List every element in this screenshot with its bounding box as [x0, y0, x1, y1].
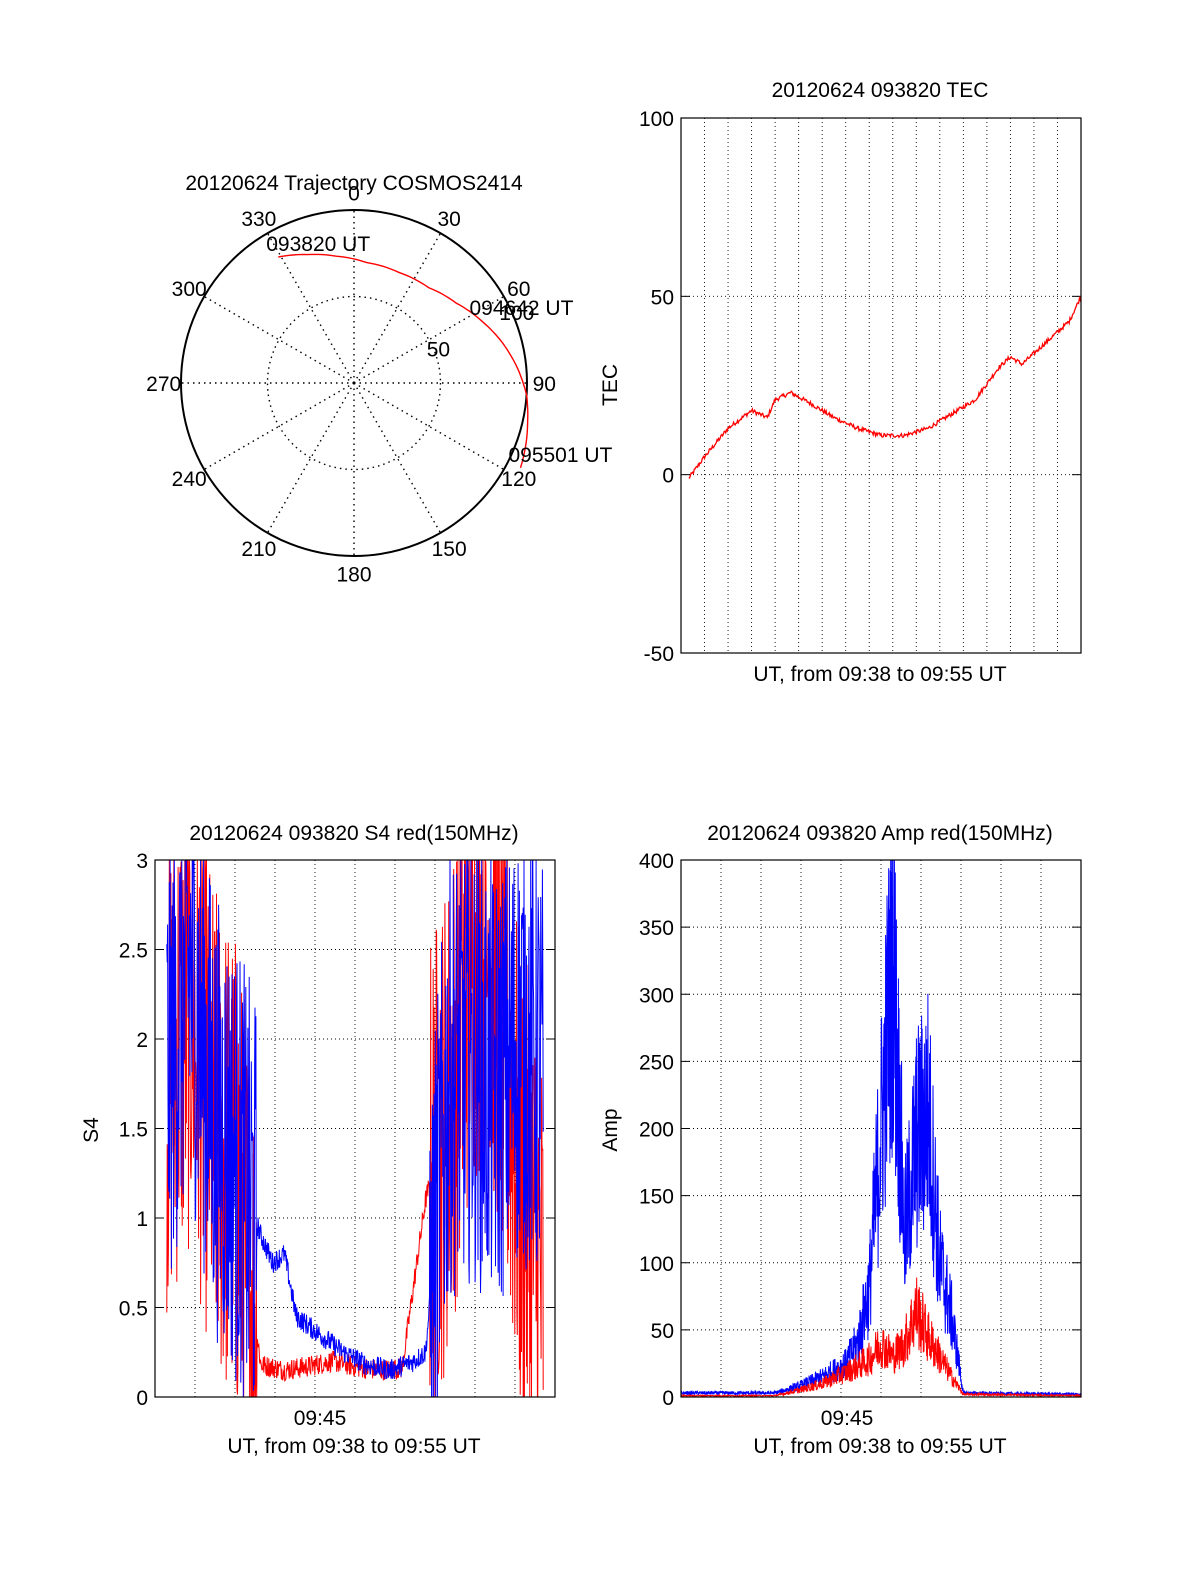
amp-y-tick-labels: 0 50 100 150 200 250 300 350 400 [639, 850, 674, 1410]
amp-x-axis-label: UT, from 09:38 to 09:55 UT [753, 1435, 1006, 1458]
s4-y-tick-label: 0 [136, 1387, 148, 1410]
amp-y-tick-label: 300 [639, 984, 674, 1007]
polar-spoke [353, 382, 505, 471]
trajectory-polar-chart: 20120624 Trajectory COSMOS2414 0 30 60 90 12… [146, 172, 612, 586]
s4-y-tick-label: 3 [136, 850, 148, 873]
trajectory-time-label: 094642 UT [470, 297, 574, 320]
amp-y-tick-label: 350 [639, 917, 674, 940]
tec-title: 20120624 093820 TEC [772, 79, 989, 102]
tec-x-axis-label: UT, from 09:38 to 09:55 UT [753, 663, 1006, 686]
polar-azimuth-label: 270 [146, 373, 181, 396]
s4-chart: 20120624 093820 S4 red(150MHz) 0 0.5 1 1.5 2… [80, 822, 556, 1458]
tec-y-axis-label: TEC [599, 364, 622, 406]
tec-plot-frame [680, 117, 1082, 654]
tec-chart: 20120624 093820 TEC -50 0 50 100 UT, from 0… [599, 79, 1082, 686]
amp-y-tick-label: 100 [639, 1253, 674, 1276]
s4-y-tick-label: 1.5 [119, 1119, 148, 1142]
tec-y-tick-label: 50 [651, 286, 674, 309]
s4-plot-frame [154, 859, 556, 1398]
polar-azimuth-label: 300 [172, 278, 207, 301]
tec-y-tick-labels: -50 0 50 100 [639, 108, 674, 666]
s4-y-tick-label: 2.5 [119, 940, 148, 963]
polar-azimuth-labels: 0 30 60 90 120 150 180 210 240 270 300 330 [146, 183, 556, 587]
polar-spoke [266, 232, 355, 384]
tec-grid [681, 117, 1081, 654]
amp-y-tick-label: 400 [639, 850, 674, 873]
polar-azimuth-label: 60 [507, 278, 530, 301]
trajectory-line [278, 253, 529, 468]
tec-y-tick-label: -50 [644, 643, 674, 666]
polar-spoke [353, 382, 442, 534]
amp-y-tick-label: 250 [639, 1051, 674, 1074]
amp-chart: 20120624 093820 Amp red(150MHz) 0 50 100 15… [599, 822, 1082, 1458]
s4-y-tick-label: 1 [136, 1208, 148, 1231]
polar-spoke [266, 382, 355, 534]
polar-azimuth-label: 210 [241, 538, 276, 561]
s4-title: 20120624 093820 S4 red(150MHz) [189, 822, 518, 845]
s4-y-tick-label: 2 [136, 1029, 148, 1052]
amp-x-tick-label: 09:45 [821, 1407, 874, 1430]
trajectory-time-label: 093820 UT [266, 233, 370, 256]
polar-azimuth-label: 90 [533, 373, 556, 396]
amp-y-tick-label: 150 [639, 1186, 674, 1209]
polar-spoke [203, 382, 355, 471]
polar-grid [181, 210, 527, 556]
polar-azimuth-label: 120 [501, 468, 536, 491]
amp-red-series-line [680, 1277, 1082, 1398]
s4-y-axis-label: S4 [80, 1117, 103, 1143]
s4-y-tick-labels: 0 0.5 1 1.5 2 2.5 3 [119, 850, 148, 1410]
amp-y-tick-label: 200 [639, 1119, 674, 1142]
s4-y-tick-label: 0.5 [119, 1298, 148, 1321]
amp-title: 20120624 093820 Amp red(150MHz) [707, 822, 1053, 845]
polar-spoke [203, 295, 355, 384]
tec-series-line [688, 295, 1082, 479]
tec-y-tick-label: 0 [662, 465, 674, 488]
amp-y-tick-label: 50 [651, 1320, 674, 1343]
polar-radial-label: 50 [427, 338, 450, 361]
polar-outer-ring [180, 209, 528, 557]
polar-azimuth-label: 0 [348, 183, 360, 206]
s4-x-tick-label: 09:45 [294, 1407, 347, 1430]
tec-y-tick-label: 100 [639, 108, 674, 131]
polar-azimuth-label: 180 [336, 563, 371, 586]
amp-plot-frame [680, 859, 1082, 1398]
polar-spoke [353, 232, 442, 384]
polar-azimuth-label: 150 [432, 538, 467, 561]
s4-blue-series-line [166, 859, 544, 1398]
polar-radial-labels: 50 100 [427, 302, 535, 362]
trajectory-time-labels: 093820 UT 094642 UT 095501 UT [266, 233, 612, 467]
polar-azimuth-label: 240 [172, 468, 207, 491]
polar-azimuth-label: 30 [437, 208, 460, 231]
polar-radial-label: 100 [499, 302, 534, 325]
amp-y-tick-label: 0 [662, 1387, 674, 1410]
amp-y-axis-label: Amp [599, 1108, 622, 1151]
polar-spoke [353, 295, 505, 384]
trajectory-time-label: 095501 UT [508, 444, 612, 467]
polar-title: 20120624 Trajectory COSMOS2414 [185, 172, 523, 195]
s4-x-axis-label: UT, from 09:38 to 09:55 UT [227, 1435, 480, 1458]
polar-range-ring [266, 295, 442, 471]
polar-azimuth-label: 330 [241, 208, 276, 231]
